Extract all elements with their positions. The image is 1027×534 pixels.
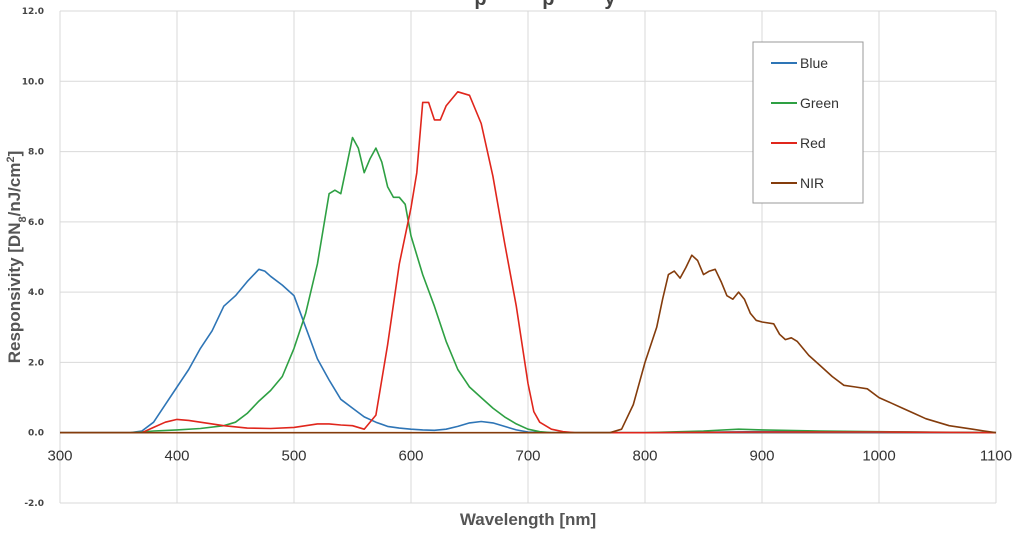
- x-tick-label: 700: [515, 448, 540, 465]
- series-layer: [60, 91, 997, 434]
- y-tick-label: 10.0: [22, 77, 44, 87]
- legend-label-blue: Blue: [800, 55, 828, 71]
- series-line-blue: [60, 268, 997, 434]
- x-tick-label: 800: [632, 448, 657, 465]
- y-tick-label: 8.0: [28, 148, 44, 158]
- y-tick-label: 6.0: [28, 218, 44, 228]
- x-tick-labels: 300 400 500 600 700 800 900 1000 1100: [47, 448, 1012, 465]
- legend-label-green: Green: [800, 95, 839, 111]
- y-axis-title-part3: ]: [5, 151, 24, 157]
- y-axis-title-superscript: 2: [5, 156, 17, 162]
- y-tick-label: 4.0: [28, 288, 44, 298]
- x-tick-label: 1100: [980, 448, 1012, 465]
- chart-title-fragment: p p y: [474, 0, 616, 10]
- y-tick-labels: -2.0 0.0 2.0 4.0 6.0 8.0 10.0 12.0: [22, 7, 44, 509]
- legend-label-red: Red: [800, 135, 826, 151]
- y-tick-label: -2.0: [24, 499, 44, 509]
- legend: Blue Green Red NIR: [752, 41, 864, 204]
- y-axis-title-subscript: 8: [17, 216, 29, 222]
- y-axis-title: Responsivity [DN8/nJ/cm2]: [5, 151, 29, 364]
- x-tick-label: 300: [47, 448, 72, 465]
- y-axis-title-part1: Responsivity [DN: [5, 223, 24, 364]
- legend-label-nir: NIR: [800, 175, 824, 191]
- x-tick-label: 600: [398, 448, 423, 465]
- x-axis-title: Wavelength [nm]: [460, 510, 596, 529]
- legend-box: [752, 41, 864, 204]
- series-line-green: [60, 136, 997, 434]
- y-tick-label: 0.0: [28, 429, 44, 439]
- y-axis-title-part2: /nJ/cm: [5, 163, 24, 217]
- x-tick-label: 900: [749, 448, 774, 465]
- series-line-red: [60, 91, 997, 434]
- y-tick-label: 2.0: [28, 358, 44, 368]
- x-tick-label: 1000: [862, 448, 895, 465]
- x-tick-label: 400: [164, 448, 189, 465]
- x-tick-label: 500: [281, 448, 306, 465]
- series-line-nir: [60, 254, 997, 434]
- y-tick-label: 12.0: [22, 7, 44, 17]
